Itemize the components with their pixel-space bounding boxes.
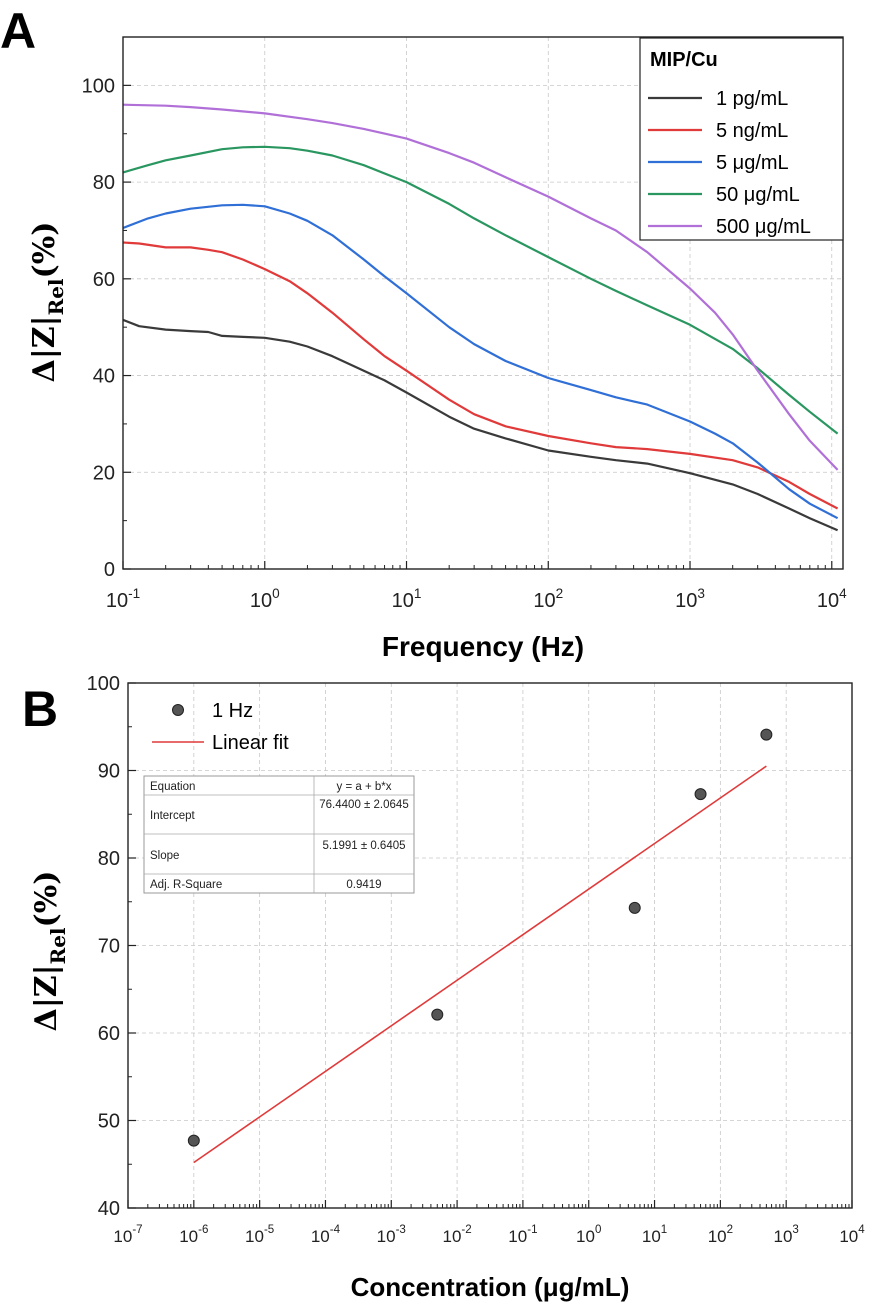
legend-label-fit: Linear fit <box>212 732 289 754</box>
y-tick-label: 80 <box>93 172 115 194</box>
data-point <box>760 728 773 741</box>
legend-label-points: 1 Hz <box>212 700 253 722</box>
data-point <box>628 901 641 914</box>
x-tick-label: 101 <box>642 1224 667 1246</box>
x-axis-title-a: Frequency (Hz) <box>382 631 584 662</box>
legend-b: 1 Hz Linear fit <box>152 700 289 754</box>
grid-a <box>122 37 843 569</box>
legend-label: 5 μg/mL <box>716 152 789 174</box>
chart-b: B 10-7 10-6 10-5 10-4 10-3 10-2 10-1 100 101 102 1… <box>22 673 866 1302</box>
series-line <box>122 241 839 510</box>
points-b <box>187 728 773 1147</box>
legend-label: 1 pg/mL <box>716 88 788 110</box>
x-tick-label: 10-1 <box>508 1224 537 1246</box>
legend-label: 50 μg/mL <box>716 184 800 206</box>
legend-a: MIP/Cu 1 pg/mL 5 ng/mL 5 μg/mL 50 μg/mL 500 … <box>639 37 844 241</box>
x-tick-label: 104 <box>839 1224 865 1246</box>
x-tick-label: 10-5 <box>245 1224 274 1246</box>
stats-table-frame <box>143 775 415 894</box>
plot-frame-b <box>127 682 853 1209</box>
x-tick-label: 10-6 <box>179 1224 208 1246</box>
y-axis-title-a: Δ|Z|Rel(%) <box>27 222 68 383</box>
data-point <box>694 788 707 801</box>
y-tick-label: 60 <box>98 1023 120 1045</box>
legend-box-a <box>639 37 844 241</box>
stats-label-slope: Slope <box>150 850 179 862</box>
x-tick-label: 10-3 <box>377 1224 406 1246</box>
stats-table: Equation y = a + b*x Intercept 76.4400 ±… <box>143 775 415 894</box>
legend-title: MIP/Cu <box>650 49 718 71</box>
y-tick-label: 90 <box>98 761 120 783</box>
lines-a <box>122 103 839 532</box>
stats-label-rsquare: Adj. R-Square <box>150 879 222 891</box>
x-tick-label: 102 <box>533 586 563 612</box>
legend-label: 500 μg/mL <box>716 216 811 238</box>
legend-label: 5 ng/mL <box>716 120 788 142</box>
x-tick-label: 10-1 <box>106 586 140 612</box>
x-tick-label: 101 <box>392 586 422 612</box>
y-tick-label: 40 <box>98 1198 120 1220</box>
y-tick-label: 0 <box>104 559 115 581</box>
grid-b <box>127 683 853 1208</box>
x-tick-label: 103 <box>675 586 705 612</box>
x-tick-label: 104 <box>817 586 847 612</box>
stats-value-equation: y = a + b*x <box>337 781 392 793</box>
stats-value-intercept: 76.4400 ± 2.0645 <box>319 799 408 811</box>
y-tick-label: 100 <box>82 75 115 97</box>
chart-a: A 10-1 100 101 102 103 104 0 20 40 60 80 100 MIP/Cu… <box>0 3 847 662</box>
stats-label-intercept: Intercept <box>150 810 196 822</box>
stats-label-equation: Equation <box>150 781 195 793</box>
x-tick-label: 100 <box>250 586 280 612</box>
y-tick-label: 100 <box>87 673 120 695</box>
x-tick-label: 103 <box>774 1224 799 1246</box>
plot-frame-a <box>122 36 844 570</box>
x-tick-label: 10-2 <box>442 1224 471 1246</box>
fit-b <box>193 765 767 1164</box>
stats-value-rsquare: 0.9419 <box>346 879 381 891</box>
x-tick-label: 10-7 <box>113 1224 142 1246</box>
panel-letter-b: B <box>22 681 58 737</box>
y-tick-label: 60 <box>93 269 115 291</box>
y-tick-label: 70 <box>98 936 120 958</box>
series-line <box>122 145 839 435</box>
series-line <box>122 203 839 520</box>
y-tick-label: 40 <box>93 366 115 388</box>
data-point <box>187 1134 200 1147</box>
stats-value-slope: 5.1991 ± 0.6405 <box>322 840 405 852</box>
x-tick-label: 102 <box>708 1224 733 1246</box>
x-axis-title-b: Concentration (μg/mL) <box>351 1272 630 1302</box>
series-line <box>122 103 839 471</box>
y-tick-label: 20 <box>93 462 115 484</box>
ticks-b: 10-7 10-6 10-5 10-4 10-3 10-2 10-1 100 101 102 103… <box>87 673 866 1246</box>
x-tick-label: 100 <box>576 1224 601 1246</box>
legend-marker-points <box>172 704 184 716</box>
data-point <box>431 1008 444 1021</box>
fit-line <box>193 765 767 1164</box>
y-axis-title-b: Δ|Z|Rel(%) <box>29 871 70 1032</box>
y-tick-label: 50 <box>98 1111 120 1133</box>
x-tick-label: 10-4 <box>311 1224 341 1246</box>
y-tick-label: 80 <box>98 848 120 870</box>
panel-letter-a: A <box>0 3 36 59</box>
series-line <box>122 318 839 532</box>
